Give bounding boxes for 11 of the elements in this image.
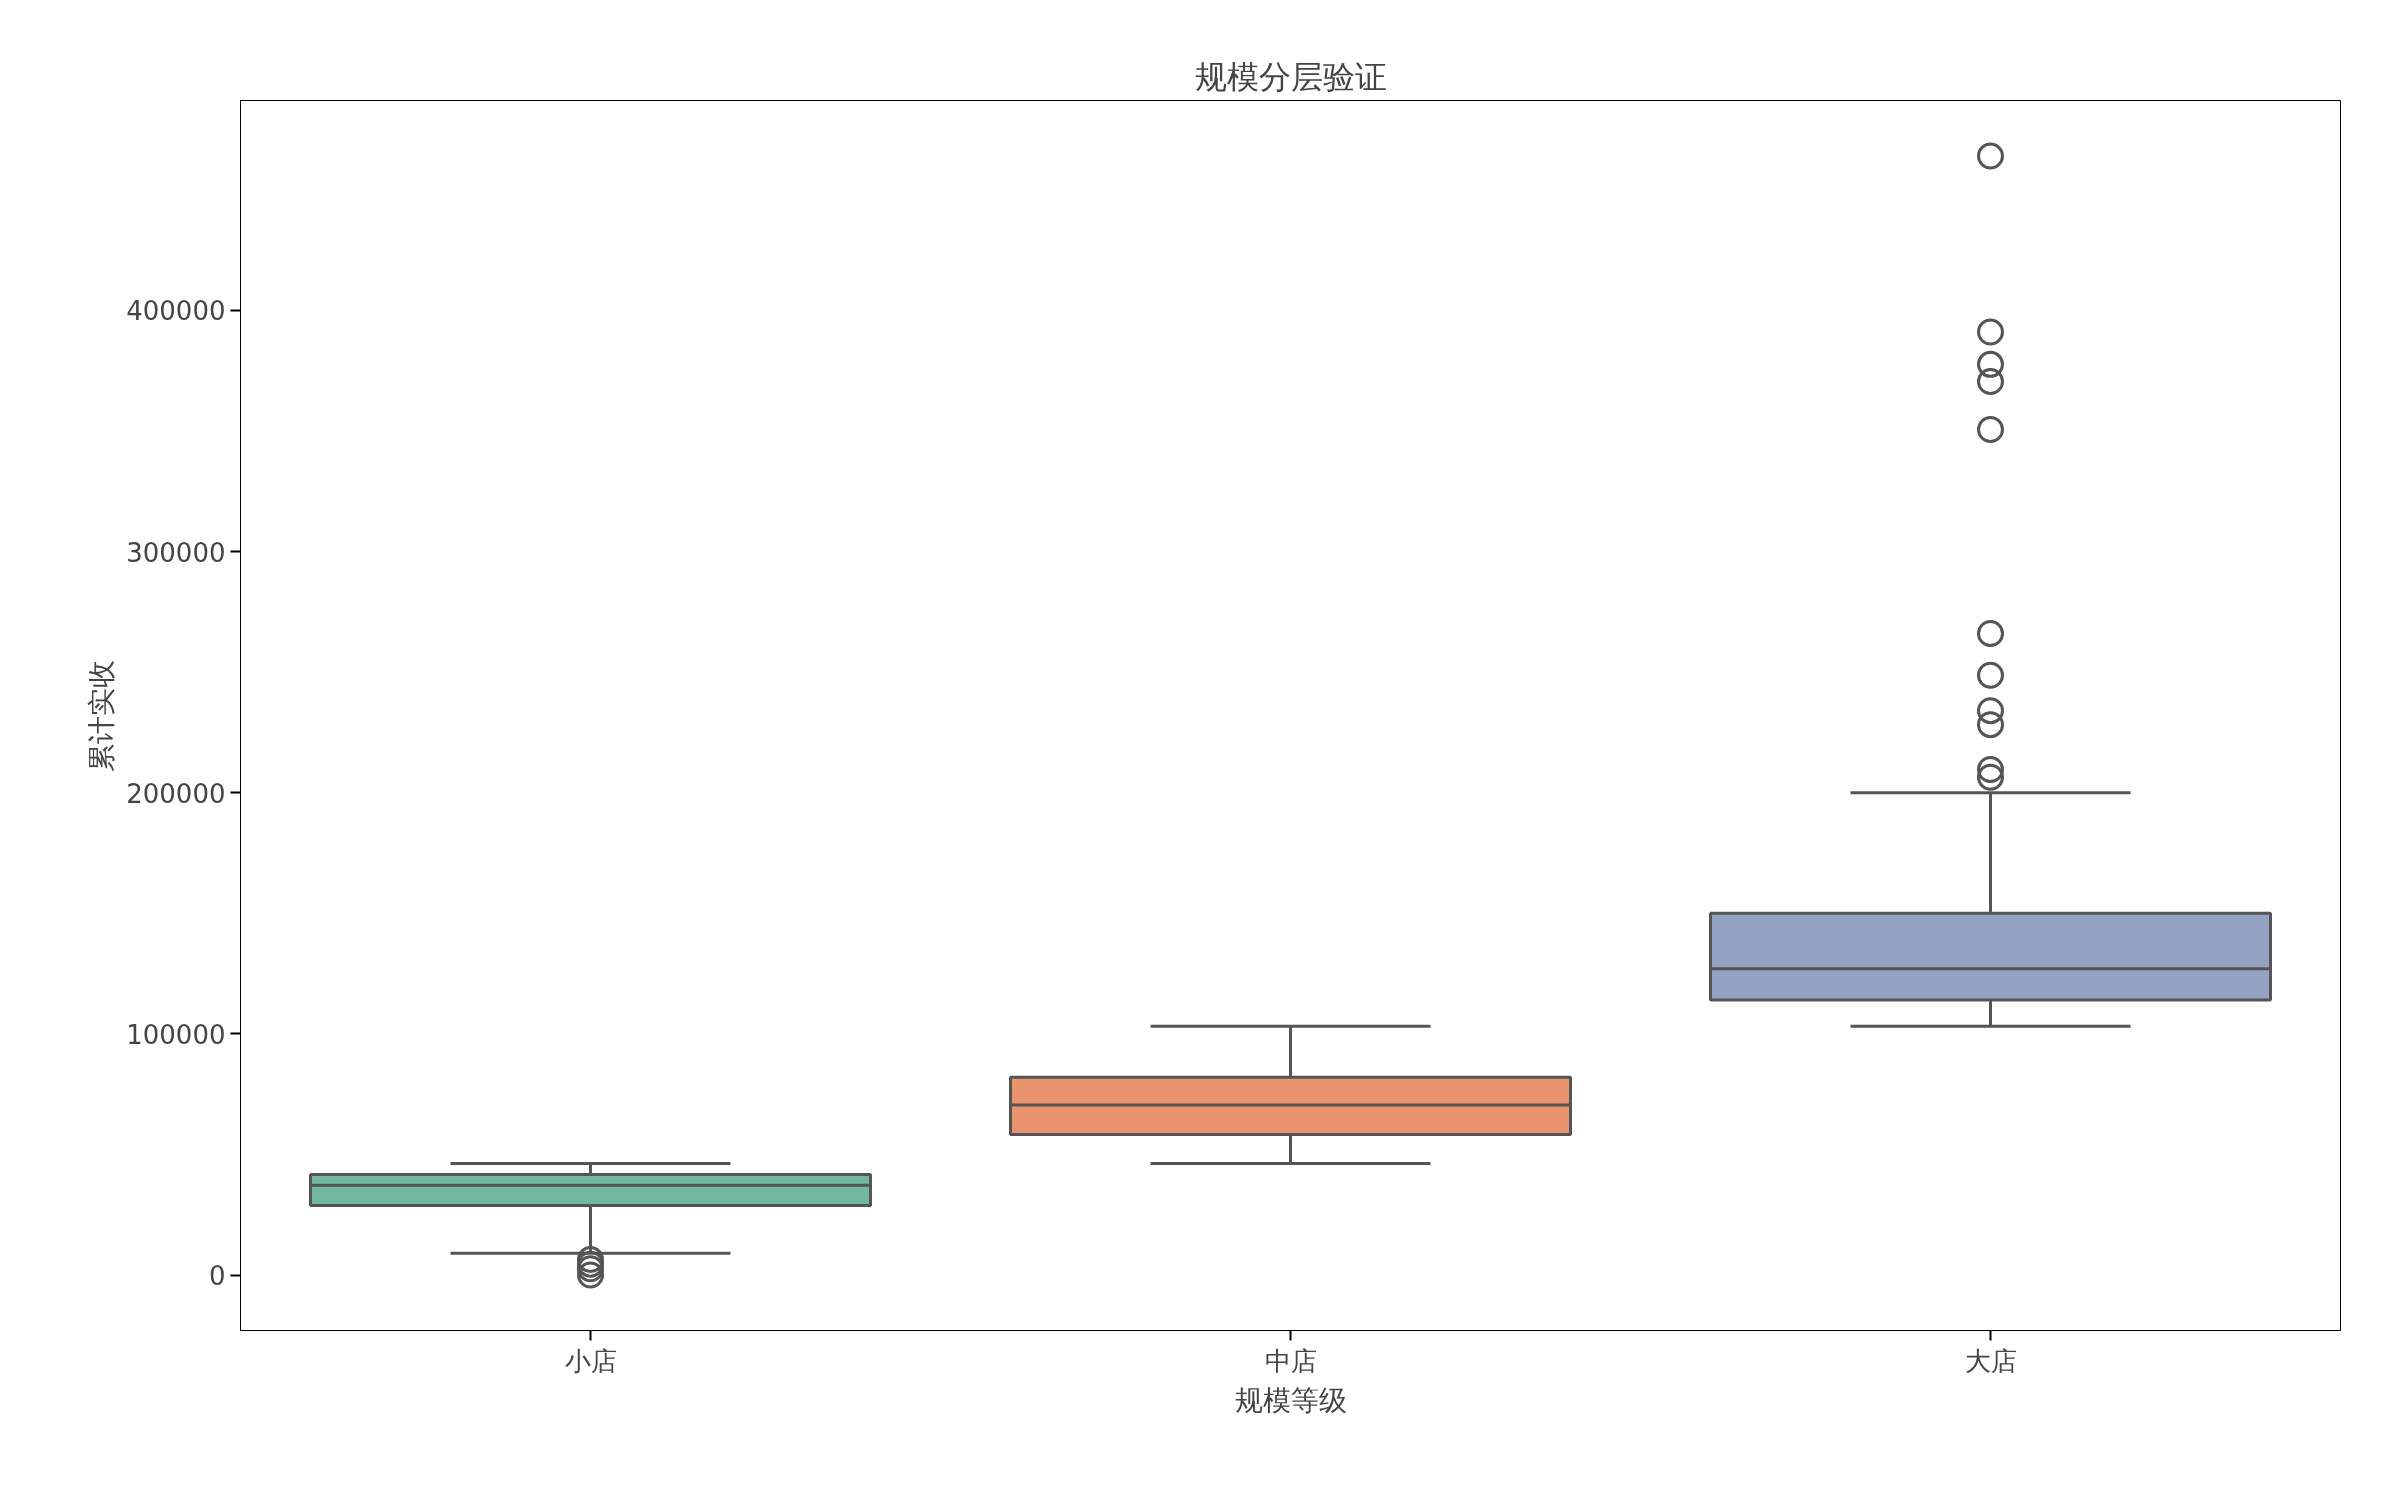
x-axis-title: 规模等级 bbox=[1234, 1383, 1347, 1417]
x-tick-label: 大店 bbox=[1964, 1345, 2017, 1376]
y-axis-title: 累计实收 bbox=[85, 659, 119, 772]
x-tick-label: 小店 bbox=[564, 1345, 617, 1376]
y-tick-label: 400000 bbox=[126, 296, 226, 327]
y-tick-label: 0 bbox=[208, 1261, 226, 1292]
y-tick-label: 300000 bbox=[126, 537, 226, 568]
x-tick-label: 中店 bbox=[1264, 1345, 1317, 1376]
chart-title: 规模分层验证 bbox=[1194, 57, 1387, 96]
y-tick-label: 200000 bbox=[126, 778, 226, 809]
y-tick-label: 100000 bbox=[126, 1019, 226, 1050]
